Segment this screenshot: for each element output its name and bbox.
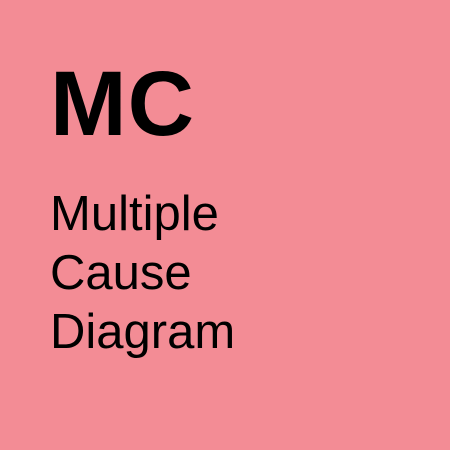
name-line-3: Diagram [50, 304, 236, 359]
name-line-1: Multiple [50, 187, 219, 241]
full-name: Multiple Cause Diagram [50, 185, 235, 361]
name-line-2: Cause [50, 245, 192, 300]
abbreviation: MC [50, 53, 196, 155]
